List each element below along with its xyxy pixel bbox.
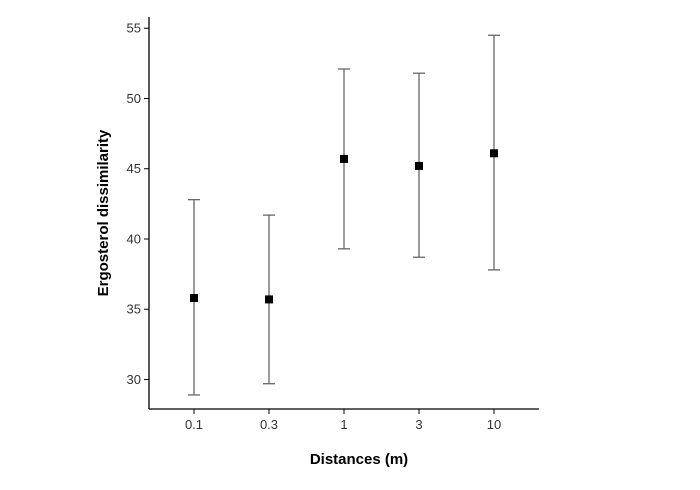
x-tick-label: 10: [487, 417, 501, 432]
x-tick-label: 0.1: [185, 417, 203, 432]
y-axis-title: Ergosterol dissimilarity: [95, 129, 112, 296]
x-axis-title: Distances (m): [310, 451, 408, 468]
y-tick-label: 45: [127, 161, 141, 176]
data-point: [490, 149, 498, 158]
y-tick-label: 50: [127, 91, 141, 106]
data-point: [190, 294, 198, 303]
x-tick-label: 0.3: [260, 417, 278, 432]
x-ticks: 0.1 0.3 1 3 10: [185, 409, 501, 432]
y-tick-label: 55: [127, 21, 141, 36]
data-point: [415, 161, 423, 170]
data-point: [265, 295, 273, 304]
x-tick-label: 1: [340, 417, 347, 432]
y-ticks: 30 35 40 45 50 55: [127, 21, 149, 387]
y-tick-label: 35: [127, 302, 141, 317]
data-point: [340, 154, 348, 163]
y-tick-label: 40: [127, 231, 141, 246]
y-tick-label: 30: [127, 372, 141, 387]
x-tick-label: 3: [415, 417, 422, 432]
plot-layer: [188, 34, 500, 396]
